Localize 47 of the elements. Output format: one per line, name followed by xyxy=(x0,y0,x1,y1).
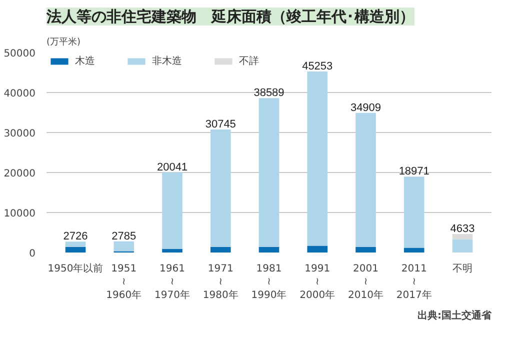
bar xyxy=(307,71,328,246)
bar xyxy=(162,172,182,249)
bar xyxy=(356,112,376,247)
x-tick-label: 2011 ≀ 2017年 xyxy=(396,264,432,301)
bar xyxy=(404,248,424,252)
x-tick-label: 1971 ≀ 1980年 xyxy=(202,264,238,301)
bar xyxy=(210,246,231,252)
total-label: 2726 xyxy=(63,230,88,243)
source-note: 出典:国土交通省 xyxy=(418,310,492,322)
total-label: 30745 xyxy=(205,118,236,131)
total-label: 45253 xyxy=(302,60,333,72)
total-label: 18971 xyxy=(398,166,430,178)
bar xyxy=(404,176,424,248)
bar xyxy=(65,246,86,252)
x-tick-label: 1991 ≀ 2000年 xyxy=(300,264,336,301)
bar xyxy=(258,98,280,247)
bar xyxy=(452,234,473,240)
total-label: 38589 xyxy=(254,87,284,100)
y-axis-title: (万平米) xyxy=(46,36,81,48)
total-label: 2785 xyxy=(112,230,136,242)
x-tick-label: 1951 ≀ 1960年 xyxy=(106,264,142,301)
y-tick-label: 10000 xyxy=(4,208,36,220)
y-tick-label: 40000 xyxy=(4,88,36,100)
y-tick-label: 0 xyxy=(29,248,36,260)
x-tick-label: 1950年以前 xyxy=(48,262,104,274)
y-tick-label: 50000 xyxy=(4,48,36,60)
x-tick-label: 2001 ≀ 2010年 xyxy=(348,264,384,301)
bar xyxy=(452,239,473,252)
bar xyxy=(114,241,134,252)
total-label: 20041 xyxy=(156,161,188,174)
legend-label: 非木造 xyxy=(152,54,182,68)
bar xyxy=(307,246,328,252)
legend-label: 不詳 xyxy=(239,54,259,68)
bar xyxy=(162,248,182,252)
total-label: 4633 xyxy=(450,222,475,235)
bar xyxy=(258,246,280,252)
x-tick-label: 不明 xyxy=(452,264,472,274)
total-label: 34909 xyxy=(350,102,382,114)
x-tick-label: 1961 ≀ 1970年 xyxy=(154,264,190,301)
x-tick-label: 1981 ≀ 1990年 xyxy=(251,264,287,301)
legend-label: 木造 xyxy=(75,54,95,68)
chart-title: 法人等の非住宅建築物 延床面積（竣工年代･構造別） xyxy=(46,8,414,26)
y-tick-label: 30000 xyxy=(4,128,36,140)
y-tick-label: 20000 xyxy=(4,168,36,180)
bar xyxy=(356,246,376,252)
bar xyxy=(210,130,231,247)
bar xyxy=(65,242,86,247)
